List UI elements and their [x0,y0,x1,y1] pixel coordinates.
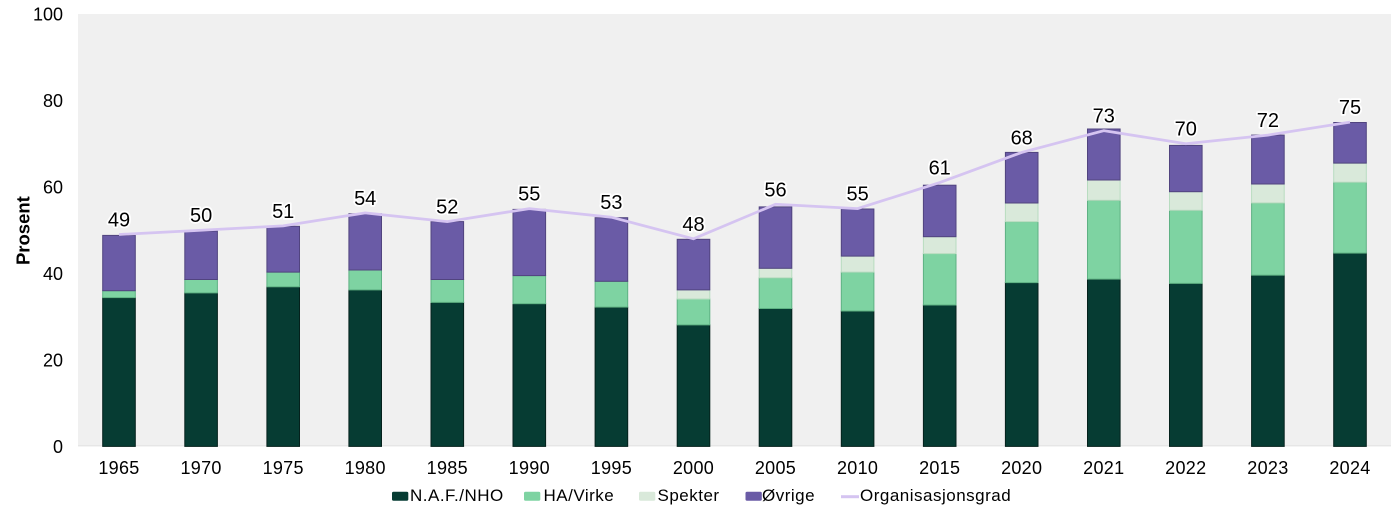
svg-text:HA/Virke: HA/Virke [544,486,615,505]
svg-text:60: 60 [43,178,63,198]
svg-text:N.A.F./NHO: N.A.F./NHO [410,486,504,505]
svg-text:70: 70 [1175,119,1197,141]
svg-text:2020: 2020 [1001,458,1042,478]
svg-text:Prosent: Prosent [13,196,34,265]
svg-text:80: 80 [43,91,63,111]
svg-text:40: 40 [43,264,63,284]
svg-text:55: 55 [846,184,868,206]
svg-text:2015: 2015 [919,458,960,478]
svg-text:1965: 1965 [98,458,139,478]
svg-text:Øvrige: Øvrige [762,486,815,505]
svg-text:1985: 1985 [427,458,468,478]
svg-text:49: 49 [108,210,130,232]
svg-text:72: 72 [1257,110,1279,132]
svg-text:51: 51 [272,201,294,223]
svg-text:100: 100 [33,5,63,25]
svg-text:2022: 2022 [1165,458,1206,478]
svg-text:52: 52 [436,197,458,219]
svg-text:2024: 2024 [1329,458,1370,478]
svg-text:54: 54 [354,188,376,210]
svg-text:53: 53 [600,192,622,214]
svg-text:1990: 1990 [509,458,550,478]
svg-text:2010: 2010 [837,458,878,478]
svg-text:56: 56 [764,179,786,201]
svg-text:68: 68 [1011,127,1033,149]
svg-text:0: 0 [53,437,63,457]
svg-text:2000: 2000 [673,458,714,478]
svg-text:Organisasjonsgrad: Organisasjonsgrad [860,486,1011,505]
svg-text:73: 73 [1093,106,1115,128]
svg-text:Spekter: Spekter [658,486,720,505]
svg-text:1995: 1995 [591,458,632,478]
svg-text:55: 55 [518,184,540,206]
svg-text:50: 50 [190,205,212,227]
svg-text:75: 75 [1339,97,1361,119]
svg-text:2023: 2023 [1247,458,1288,478]
svg-text:1970: 1970 [180,458,221,478]
svg-text:2005: 2005 [755,458,796,478]
svg-text:2021: 2021 [1083,458,1124,478]
svg-text:1975: 1975 [263,458,304,478]
svg-text:48: 48 [682,214,704,236]
svg-text:61: 61 [929,158,951,180]
svg-text:20: 20 [43,350,63,370]
svg-text:1980: 1980 [345,458,386,478]
